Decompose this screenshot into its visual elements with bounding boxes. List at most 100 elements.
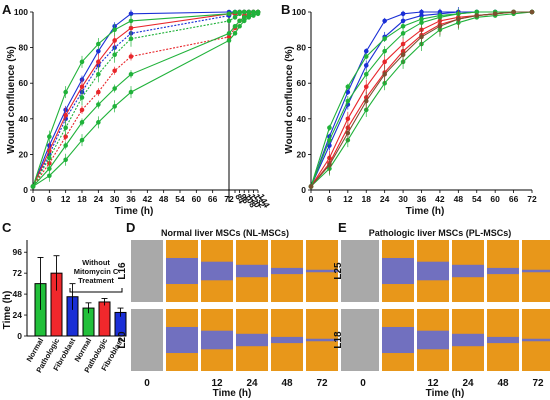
panel-d-title: Normal liver MSCs (NL-MSCs) <box>161 228 289 238</box>
panel-d-wound-gap <box>236 333 268 347</box>
panel-b-point <box>437 23 443 29</box>
panel-b-point <box>419 13 424 18</box>
panel-a-point <box>30 184 36 189</box>
panel-a-chart: Wound confluence (%) Time (h) 0204060801… <box>6 7 272 217</box>
panel-b-point <box>327 162 332 168</box>
panel-a-xtick-ext-label: 84 <box>233 192 247 205</box>
panel-a-point <box>246 15 252 20</box>
panel-a-point <box>128 89 134 95</box>
panel-e-time-label: 0 <box>360 378 366 389</box>
panel-a-point <box>96 48 101 54</box>
panel-a-point <box>79 120 85 125</box>
panel-e-micrographs: Pathologic liver MSCs (PL-MSCs) Time (h)… <box>333 228 550 399</box>
panel-b-point <box>419 34 424 40</box>
panel-e-wound-gap <box>522 269 550 273</box>
panel-b-point <box>474 9 480 15</box>
panel-a-xtick-label: 48 <box>159 194 169 204</box>
panel-e-title: Pathologic liver MSCs (PL-MSCs) <box>369 228 512 238</box>
panel-a-ytick-label: 100 <box>14 7 28 17</box>
panel-a-point <box>232 23 238 29</box>
panel-b-point <box>345 89 351 95</box>
panel-c-annotation-line3: Treatment <box>78 276 114 285</box>
panel-e-row-label: L18 <box>333 331 344 349</box>
panel-b-xtick-label: 42 <box>435 194 445 204</box>
panel-b-point <box>400 52 406 58</box>
panel-a-point <box>226 38 232 43</box>
panel-a-xtick-ext-label: 96 <box>238 192 252 205</box>
panel-a-point <box>47 173 52 179</box>
panel-b-point <box>382 59 387 65</box>
panel-a-point <box>241 15 247 20</box>
panel-e-time-label: 72 <box>532 378 544 389</box>
panel-e-wound-gap <box>452 333 484 347</box>
panel-a-point <box>79 107 85 113</box>
panel-a-point <box>246 9 252 15</box>
panel-a-xtick-label: 72 <box>224 194 234 204</box>
panel-a-xtick-label: 6 <box>47 194 52 204</box>
panel-a-point <box>112 38 117 43</box>
panel-d-control-image <box>131 309 163 371</box>
panel-a-xtick-label: 24 <box>94 194 104 204</box>
panel-b-xtick-label: 36 <box>417 194 427 204</box>
panel-b-ytick-label: 80 <box>297 43 307 53</box>
panel-label-a: A <box>2 2 12 17</box>
panel-c-bar <box>98 301 111 337</box>
panel-b-point <box>400 11 406 17</box>
panel-b-point <box>382 72 387 77</box>
panel-d-wound-gap <box>201 330 233 350</box>
panel-d-control-image <box>131 240 163 302</box>
panel-label-c: C <box>2 220 12 235</box>
panel-a-xtick-label: 66 <box>208 194 218 204</box>
panel-b-xtick-label: 24 <box>380 194 390 204</box>
panel-b-point <box>382 36 387 41</box>
panel-a-series-line <box>32 11 258 187</box>
panel-b-xtick-label: 54 <box>472 194 482 204</box>
panel-e-control-image <box>347 309 379 371</box>
panel-d-xlabel: Time (h) <box>213 388 252 399</box>
panel-c-annotation-line2: Mitomycin C <box>74 267 119 276</box>
panel-b-chart: Wound confluence (%) Time (h) 0204060801… <box>284 7 537 217</box>
panel-a-xtick-label: 36 <box>126 194 136 204</box>
panel-a-xtick-label: 30 <box>110 194 120 204</box>
panel-b-xtick-label: 30 <box>398 194 408 204</box>
panel-a-point <box>232 9 238 15</box>
panel-a-point <box>96 102 101 107</box>
panel-b-point <box>363 84 369 90</box>
panel-d-wound-gap <box>201 261 233 281</box>
panel-a-point <box>237 23 242 29</box>
panel-b-xlabel: Time (h) <box>406 206 445 217</box>
panel-c-bracket <box>69 288 123 293</box>
panel-a-point <box>128 36 134 41</box>
panel-c-ytick-label: 0 <box>17 331 22 341</box>
panel-a-point <box>96 59 101 65</box>
panel-c-ytick-label: 72 <box>13 268 23 278</box>
panel-a-point <box>63 157 68 163</box>
panel-c-ytick-label: 24 <box>13 310 23 320</box>
panel-a-point <box>63 125 68 130</box>
panel-a-point <box>255 11 261 17</box>
panel-b-ytick-label: 60 <box>297 78 307 88</box>
panel-a-xtick-label: 12 <box>61 194 71 204</box>
panel-b-point <box>363 48 369 54</box>
panel-a-point <box>79 95 85 100</box>
panel-a-point <box>241 18 247 24</box>
panel-d-wound-gap <box>271 336 303 344</box>
panel-b-point <box>474 13 480 18</box>
panel-e-wound-gap <box>452 264 484 278</box>
panel-a-xtick-label: 54 <box>175 194 185 204</box>
panel-a-point <box>232 31 238 36</box>
panel-b-point <box>345 130 351 136</box>
panel-a-point <box>63 143 68 148</box>
panel-b-point <box>363 63 369 68</box>
panel-d-time-label: 72 <box>316 378 328 389</box>
panel-c-ytick-label: 48 <box>13 289 23 299</box>
panel-b-point <box>400 31 406 36</box>
panel-c-ylabel: Time (h) <box>2 291 13 330</box>
panel-b-point <box>363 72 369 77</box>
panel-a-point <box>128 54 134 59</box>
panel-b-point <box>456 16 461 22</box>
panel-e-wound-gap <box>382 326 414 354</box>
panel-a-xtick-label: 18 <box>77 194 87 204</box>
panel-b-point <box>308 184 314 189</box>
